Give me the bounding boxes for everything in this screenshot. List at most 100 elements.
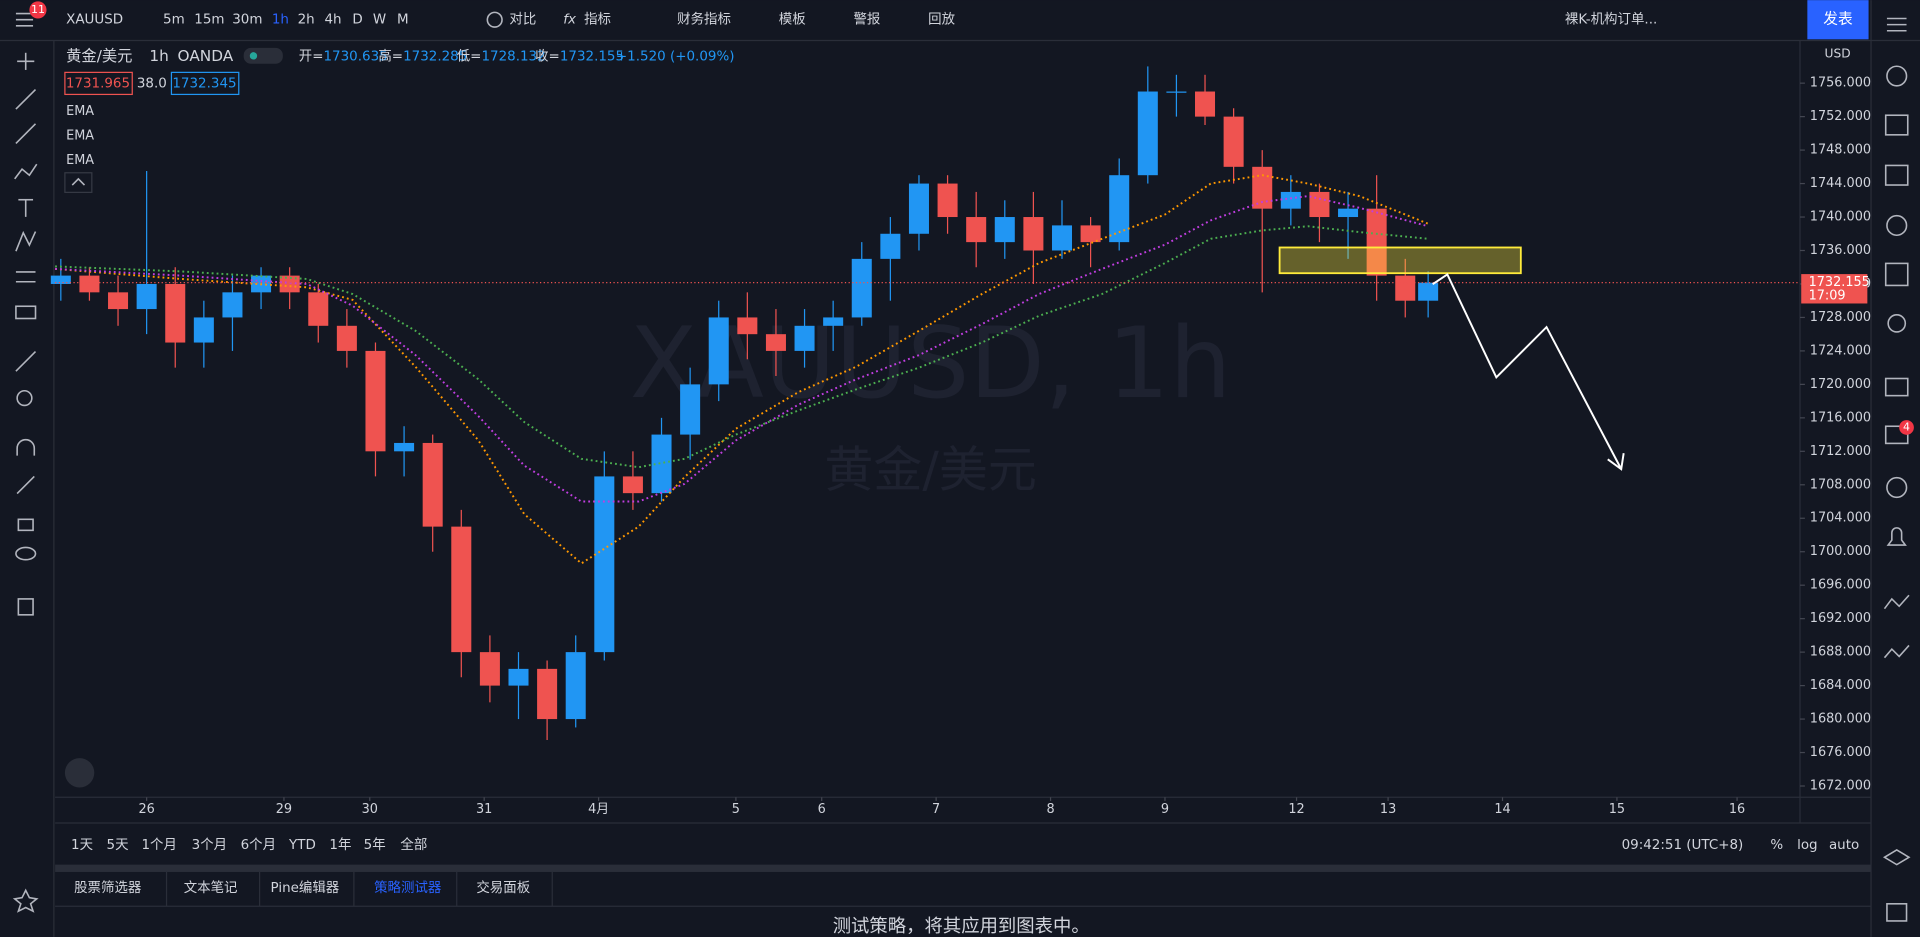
candle-body	[908, 183, 929, 234]
candle-body	[1051, 225, 1073, 251]
x-tick-label: 30	[362, 802, 378, 817]
interval-button[interactable]: D	[352, 13, 362, 28]
path-drawing[interactable]	[1432, 272, 1623, 470]
interval-button[interactable]: 30m	[232, 13, 262, 28]
drawing-tools[interactable]	[12, 52, 39, 913]
scale-button[interactable]: %	[1770, 838, 1783, 853]
candle-body	[880, 233, 901, 259]
collapse-button[interactable]	[64, 172, 93, 193]
candle-body	[193, 317, 214, 343]
replay-button[interactable]: 回放	[928, 12, 955, 28]
candle-body	[1109, 175, 1130, 243]
financials-button[interactable]: 财务指标	[677, 12, 731, 28]
publish-label: 发表	[1823, 11, 1853, 28]
scale-button[interactable]: auto	[1829, 838, 1859, 853]
range-button[interactable]: 1天	[71, 838, 93, 853]
y-tick-label: 1728.000	[1810, 310, 1871, 325]
x-tick-label: 15	[1609, 802, 1625, 817]
bid: 1731.965	[66, 76, 130, 91]
x-tick-label: 29	[276, 802, 292, 817]
candle-body	[537, 668, 558, 720]
panel-tab[interactable]: 文本笔记	[184, 880, 238, 896]
candle-body	[1166, 91, 1187, 93]
y-tick-label: 1696.000	[1810, 578, 1871, 593]
panel-handle[interactable]	[55, 864, 1872, 872]
spread: 38.0	[137, 76, 167, 91]
candle-body	[765, 334, 786, 351]
interval-button[interactable]: 1h	[272, 13, 289, 28]
y-tick-label: 1720.000	[1810, 377, 1871, 392]
clock: 09:42:51 (UTC+8)	[1622, 838, 1744, 853]
candle-body	[336, 325, 357, 351]
symbol[interactable]: XAUUSD	[66, 13, 123, 28]
range-button[interactable]: 3个月	[192, 837, 227, 853]
last-price-label: 1732.155	[1809, 275, 1870, 290]
range-button[interactable]: 1个月	[141, 837, 176, 853]
candle-body	[79, 275, 100, 293]
alert-button[interactable]: 警报	[853, 12, 880, 28]
countdown: 17:09	[1809, 289, 1846, 304]
interval-button[interactable]: W	[373, 13, 386, 28]
range-button[interactable]: 1年	[329, 837, 351, 853]
templates-button[interactable]: 模板	[779, 12, 806, 28]
range-button[interactable]: YTD	[288, 838, 316, 853]
y-tick-label: 1724.000	[1810, 343, 1871, 358]
interval-button[interactable]: 15m	[194, 13, 224, 28]
candle-body	[1252, 166, 1273, 209]
x-tick-label: 26	[138, 802, 154, 817]
last-price-box	[1801, 274, 1868, 304]
candle-body	[365, 350, 386, 452]
logo	[64, 758, 95, 788]
candle-body	[1309, 191, 1330, 218]
bid-box[interactable]	[64, 71, 133, 96]
ohlc-value: 1732.285	[403, 49, 467, 64]
candle-body	[708, 317, 729, 385]
panel-tab[interactable]: Pine编辑器	[271, 880, 340, 896]
publish-button[interactable]	[1807, 0, 1869, 40]
sidebar-icons[interactable]	[1882, 17, 1911, 922]
x-tick-label: 13	[1380, 802, 1396, 817]
candle-body	[794, 325, 815, 351]
panel-tab[interactable]: 股票筛选器	[74, 880, 142, 896]
legend-source: OANDA	[178, 47, 234, 65]
layout-name[interactable]: 裸K-机构订单...	[1565, 12, 1657, 28]
panel-tab[interactable]: 交易面板	[476, 879, 530, 896]
candle-body	[823, 317, 844, 326]
x-tick-label: 12	[1288, 802, 1304, 817]
ohlc-item: 低=1728.132	[457, 48, 546, 64]
plot: 1672.000 1676.000 1680.000 1684.000 1688.000…	[50, 47, 1871, 817]
currency: USD	[1824, 47, 1850, 61]
compare-button[interactable]: 对比	[509, 12, 536, 28]
y-tick-label: 1712.000	[1810, 444, 1871, 459]
status-toggle[interactable]	[243, 47, 283, 64]
indicators-button[interactable]: 指标	[584, 12, 611, 28]
indicator-name: EMA	[66, 153, 94, 168]
candle-body	[451, 526, 472, 653]
interval-button[interactable]: 2h	[298, 13, 315, 28]
candle-body	[1137, 91, 1158, 176]
candle-body	[737, 317, 758, 335]
menu-icon[interactable]	[15, 12, 34, 27]
range-button[interactable]: 5年	[364, 837, 386, 853]
interval-button[interactable]: 4h	[325, 13, 342, 28]
range-button[interactable]: 全部	[400, 836, 427, 853]
interval-button[interactable]: M	[397, 13, 409, 28]
panel-tab[interactable]: 策略测试器	[374, 879, 442, 896]
legend-symbol: 黄金/美元	[66, 47, 132, 65]
ask-box[interactable]	[170, 71, 240, 96]
range-button[interactable]: 6个月	[241, 837, 276, 853]
y-tick-label: 1680.000	[1810, 712, 1871, 727]
candle-body	[680, 384, 701, 435]
range-button[interactable]: 5天	[107, 838, 129, 853]
x-tick-label: 6	[818, 802, 826, 817]
zone-drawing[interactable]	[1278, 246, 1522, 275]
interval-button[interactable]: 5m	[163, 13, 185, 28]
ohlc-label: 低=	[457, 48, 482, 64]
x-tick-label: 5	[732, 802, 740, 817]
scale-button[interactable]: log	[1797, 838, 1818, 853]
candle-body	[1080, 225, 1101, 243]
panel-message: 测试策略，将其应用到图表中。	[833, 916, 1090, 937]
y-tick-label: 1736.000	[1810, 243, 1871, 258]
y-tick-label: 1716.000	[1810, 410, 1871, 425]
